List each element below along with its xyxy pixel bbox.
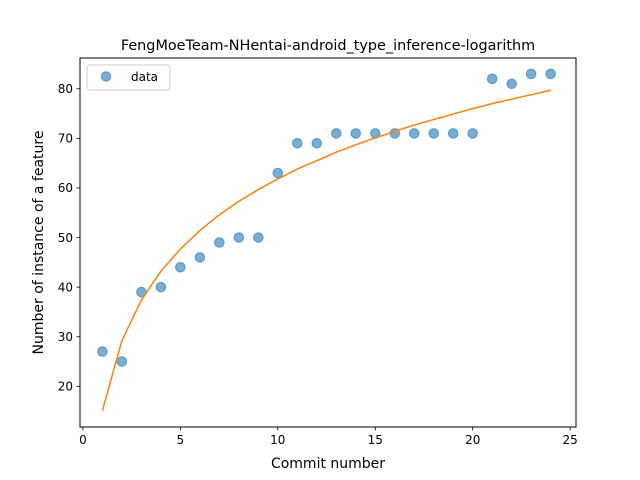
- x-tick-label: 20: [465, 433, 480, 447]
- data-point: [194, 252, 206, 263]
- data-point: [253, 232, 264, 243]
- legend-label-data: data: [131, 70, 158, 84]
- data-point: [408, 128, 420, 139]
- axes-frame: [79, 57, 577, 428]
- legend-box: [86, 64, 171, 91]
- data-point: [506, 78, 517, 90]
- data-point: [272, 167, 284, 179]
- y-tick-label: 80: [58, 82, 73, 96]
- data-point: [311, 138, 323, 149]
- data-point: [545, 68, 556, 80]
- y-tick-label: 60: [58, 181, 73, 195]
- y-axis: 20 30 40 50 60 70 80: [58, 82, 80, 394]
- y-tick-label: 30: [58, 330, 73, 344]
- y-tick-label: 40: [58, 280, 73, 294]
- data-point: [330, 128, 342, 139]
- fit-line: [101, 89, 551, 411]
- plot-area: [97, 68, 556, 411]
- chart-title: FengMoeTeam-NHentai-android_type_inferen…: [121, 38, 535, 54]
- y-tick-label: 20: [58, 380, 73, 394]
- data-point: [428, 128, 440, 139]
- legend-marker-data: [100, 71, 112, 82]
- x-tick-label: 5: [177, 433, 185, 447]
- data-point: [350, 128, 362, 139]
- y-axis-label: Number of instance of a feature: [31, 131, 47, 355]
- data-point: [155, 281, 167, 293]
- y-tick-label: 50: [58, 231, 73, 245]
- data-point: [447, 128, 459, 139]
- data-point: [292, 138, 303, 149]
- x-tick-label: 0: [79, 433, 87, 447]
- data-point: [233, 232, 245, 243]
- x-tick-label: 15: [368, 433, 383, 447]
- data-point: [525, 68, 537, 80]
- y-tick-label: 70: [58, 132, 73, 146]
- legend: data: [86, 64, 171, 91]
- data-point: [175, 262, 186, 273]
- data-point: [467, 128, 479, 139]
- x-axis: 0 5 10 15 20 25: [79, 427, 578, 447]
- data-point: [486, 73, 498, 85]
- x-axis-label: Commit number: [271, 456, 385, 472]
- data-point: [214, 237, 225, 248]
- x-tick-label: 25: [563, 433, 578, 447]
- data-point: [116, 356, 128, 367]
- x-tick-label: 10: [270, 433, 285, 447]
- data-point: [97, 346, 108, 357]
